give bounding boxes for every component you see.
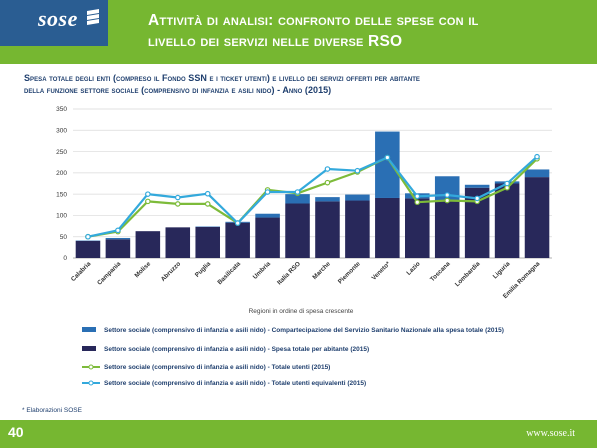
page-title: Attività di analisi: confronto delle spe… — [148, 10, 588, 52]
bar-spesa-totale — [434, 200, 460, 258]
x-tick-label: Lombardia — [454, 260, 482, 288]
line-point — [354, 167, 361, 174]
line-point — [234, 220, 241, 226]
bar-spesa-totale — [285, 203, 310, 258]
bar-compartecipazione-ssn — [105, 237, 131, 240]
y-axis-ticks: 0 50 100 150 200 250 300 350 — [56, 106, 67, 262]
bar-spesa-totale — [315, 201, 340, 258]
bar-spesa-totale — [195, 226, 220, 258]
line-point — [444, 192, 451, 198]
bar-spesa-totale — [405, 198, 430, 258]
x-tick-label: Toscana — [429, 260, 452, 283]
page-number: 40 — [8, 424, 24, 440]
chart-subtitle: Spesa totale degli enti (compreso il Fon… — [24, 72, 584, 96]
line-point — [174, 201, 181, 207]
bar-spesa-totale — [345, 200, 370, 258]
x-tick-label: Umbria — [252, 260, 273, 281]
line-point — [414, 199, 421, 206]
x-tick-label: Veneto* — [370, 260, 392, 282]
bar-compartecipazione-ssn — [315, 197, 340, 202]
line-point — [204, 201, 211, 207]
page-title-line2: livello dei servizi nelle diverse RSO — [148, 33, 403, 50]
x-tick-label: Puglia — [194, 260, 213, 279]
legend: Settore sociale (comprensivo di infanzia… — [82, 327, 504, 387]
logo-text: sose — [38, 6, 78, 31]
x-tick-label: Piemonte — [337, 260, 362, 285]
x-tick-label: Calabria — [70, 260, 93, 283]
chart: 0 50 100 150 200 250 300 350 Calabria Campania Mo… — [56, 106, 552, 387]
line-series — [85, 153, 540, 240]
chart-subtitle-line2: della funzione settore sociale (comprens… — [24, 85, 332, 95]
bar-spesa-totale — [524, 177, 550, 258]
bar-series — [75, 131, 550, 258]
bar-spesa-totale — [165, 227, 191, 258]
y-tick-label: 200 — [56, 170, 67, 177]
footer-bar: 40 www.sose.it — [0, 420, 597, 448]
bar-spesa-totale — [135, 231, 161, 258]
line-point — [115, 227, 121, 234]
line-point — [534, 153, 540, 160]
bar-spesa-totale — [225, 222, 250, 258]
legend-label: Settore sociale (comprensivo di infanzia… — [104, 327, 504, 334]
logo-mark-icon — [87, 9, 99, 25]
line-point — [145, 191, 151, 197]
line-point — [324, 166, 331, 172]
legend-label: Settore sociale (comprensivo di infanzia… — [104, 346, 369, 353]
line-point — [414, 193, 421, 200]
line-point — [324, 179, 331, 186]
footnote: * Elaborazioni SOSE — [22, 407, 82, 414]
bar-spesa-totale — [105, 239, 131, 258]
x-axis-ticks: Calabria Campania Molise Abruzzo Puglia Basil… — [70, 260, 542, 300]
line-point — [264, 189, 271, 195]
bar-spesa-totale — [494, 183, 520, 258]
line-point — [294, 189, 301, 195]
legend-label: Settore sociale (comprensivo di infanzia… — [104, 380, 366, 387]
line-point — [174, 194, 181, 201]
bar-compartecipazione-ssn — [375, 131, 400, 198]
x-tick-label: Basilicata — [216, 260, 242, 286]
x-tick-label: Italia RSO — [276, 260, 302, 286]
y-tick-label: 100 — [56, 213, 67, 220]
line-totale-utenti — [87, 156, 538, 238]
line-point — [474, 195, 480, 202]
bar-compartecipazione-ssn — [464, 184, 490, 188]
line-totale-utenti-equivalenti — [87, 155, 538, 238]
y-tick-label: 350 — [56, 106, 67, 113]
legend-label: Settore sociale (comprensivo di infanzia… — [104, 364, 330, 371]
chart-subtitle-line1: Spesa totale degli enti (compreso il Fon… — [24, 73, 420, 83]
line-point — [204, 190, 211, 197]
x-tick-label: Campania — [96, 260, 123, 287]
line-point — [85, 233, 91, 240]
legend-swatch — [82, 346, 96, 351]
legend-marker — [88, 380, 94, 386]
line-point — [145, 198, 151, 205]
line-point — [384, 154, 391, 161]
x-tick-label: Abruzzo — [160, 260, 183, 283]
y-tick-label: 250 — [56, 149, 67, 156]
bar-spesa-totale — [255, 217, 280, 258]
line-point — [504, 180, 510, 187]
y-tick-label: 150 — [56, 191, 67, 198]
y-tick-label: 300 — [56, 127, 67, 134]
line-point — [444, 197, 451, 204]
header-bar: sose Attività di analisi: confronto dell… — [0, 0, 597, 64]
bar-compartecipazione-ssn — [345, 194, 370, 201]
bar-spesa-totale — [375, 197, 400, 258]
x-tick-label: Molise — [133, 260, 152, 279]
bar-compartecipazione-ssn — [255, 213, 280, 218]
x-tick-label: Liguria — [492, 260, 512, 280]
site-url[interactable]: www.sose.it — [526, 428, 575, 439]
legend-marker — [88, 364, 94, 370]
x-axis-label: Regioni in ordine di spesa crescente — [249, 308, 354, 315]
x-tick-label: Lazio — [405, 260, 421, 276]
page-title-line1: Attività di analisi: confronto delle spe… — [148, 12, 479, 29]
logo: sose — [0, 0, 108, 46]
y-tick-label: 0 — [63, 255, 67, 262]
x-tick-label: Marche — [311, 260, 332, 281]
y-tick-label: 50 — [60, 234, 68, 241]
bar-compartecipazione-ssn — [285, 194, 310, 204]
legend-swatch — [82, 327, 96, 332]
bar-compartecipazione-ssn — [524, 169, 550, 178]
bar-spesa-totale — [75, 240, 101, 258]
